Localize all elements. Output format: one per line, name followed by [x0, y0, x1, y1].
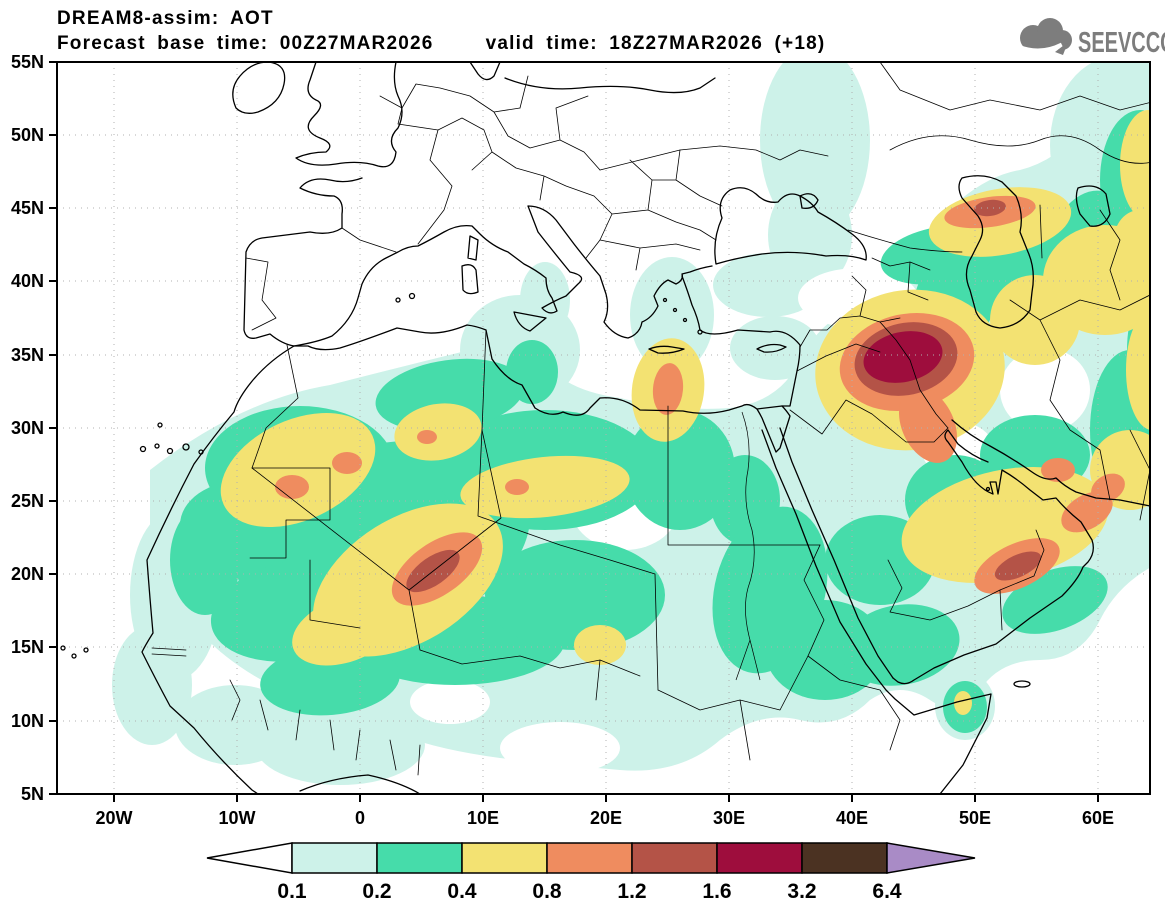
- x-axis-labels: 20W 10W 0 10E 20E 30E 40E 50E 60E: [95, 808, 1114, 828]
- svg-text:50N: 50N: [11, 125, 44, 145]
- svg-text:20E: 20E: [590, 808, 622, 828]
- svg-text:3.2: 3.2: [787, 880, 816, 903]
- svg-text:20N: 20N: [11, 564, 44, 584]
- aot-field-level-1.6: [863, 331, 943, 383]
- svg-text:5N: 5N: [21, 784, 44, 804]
- colorbar: 0.1 0.2 0.4 0.8 1.2 1.6 3.2 6.4: [206, 842, 976, 903]
- svg-text:55N: 55N: [11, 52, 44, 72]
- svg-text:25N: 25N: [11, 491, 44, 511]
- graticule: [57, 62, 1150, 794]
- svg-text:10E: 10E: [467, 808, 499, 828]
- axis-ticks: [49, 61, 1099, 802]
- svg-text:10N: 10N: [11, 711, 44, 731]
- plot-title: DREAM8-assim: AOT: [57, 8, 274, 29]
- svg-text:30N: 30N: [11, 418, 44, 438]
- coastlines: [60, 62, 1150, 794]
- svg-text:1.2: 1.2: [617, 880, 646, 903]
- svg-text:40N: 40N: [11, 271, 44, 291]
- svg-text:40E: 40E: [836, 808, 868, 828]
- svg-text:30E: 30E: [713, 808, 745, 828]
- svg-text:20W: 20W: [95, 808, 132, 828]
- svg-text:60E: 60E: [1082, 808, 1114, 828]
- colorbar-right-arrow: [886, 842, 976, 874]
- nile-river: [735, 411, 761, 681]
- svg-text:45N: 45N: [11, 198, 44, 218]
- country-borders: [151, 62, 1150, 776]
- colorbar-left-arrow: [206, 842, 293, 874]
- svg-text:35N: 35N: [11, 345, 44, 365]
- svg-text:0.8: 0.8: [532, 880, 562, 903]
- svg-text:0.1: 0.1: [277, 880, 307, 903]
- colorbar-labels: 0.1 0.2 0.4 0.8 1.2 1.6 3.2 6.4: [277, 880, 902, 903]
- svg-text:10W: 10W: [218, 808, 255, 828]
- svg-text:50E: 50E: [959, 808, 991, 828]
- forecast-base-time: Forecast base time: 00Z27MAR2026: [57, 33, 434, 54]
- svg-text:0.2: 0.2: [362, 880, 391, 903]
- svg-text:1.6: 1.6: [702, 880, 731, 903]
- svg-text:0: 0: [355, 808, 365, 828]
- svg-text:0.4: 0.4: [447, 880, 477, 903]
- valid-time: valid time: 18Z27MAR2026 (+18): [485, 33, 826, 54]
- svg-text:15N: 15N: [11, 637, 44, 657]
- y-axis-labels: 55N 50N 45N 40N 35N 30N 25N 20N 15N 10N …: [11, 52, 44, 804]
- svg-text:6.4: 6.4: [872, 880, 902, 903]
- plot-subtitle: Forecast base time: 00Z27MAR2026 valid ti…: [57, 33, 825, 55]
